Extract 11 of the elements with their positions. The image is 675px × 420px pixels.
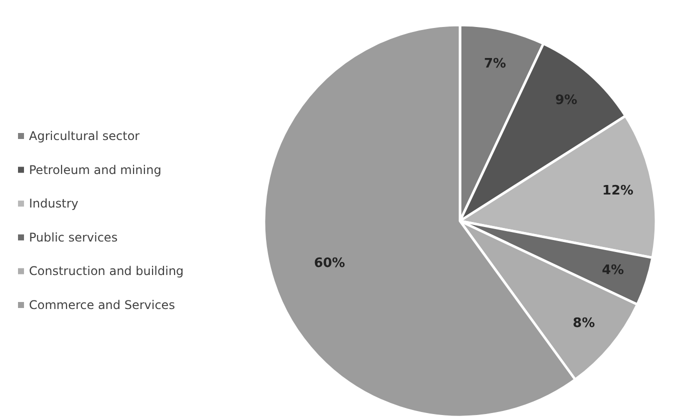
data-label: 60%	[314, 256, 346, 271]
legend-label: Petroleum and mining	[29, 162, 162, 177]
legend-label: Industry	[29, 196, 78, 211]
data-label: 7%	[484, 56, 506, 72]
legend-label: Public services	[29, 230, 118, 244]
data-label: 4%	[602, 263, 624, 278]
legend-label: Commerce and Services	[29, 298, 175, 312]
data-label: 12%	[602, 183, 634, 198]
legend-label: Agricultural sector	[29, 129, 140, 143]
legend-label: Construction and building	[29, 264, 184, 278]
data-label: 8%	[572, 316, 595, 331]
